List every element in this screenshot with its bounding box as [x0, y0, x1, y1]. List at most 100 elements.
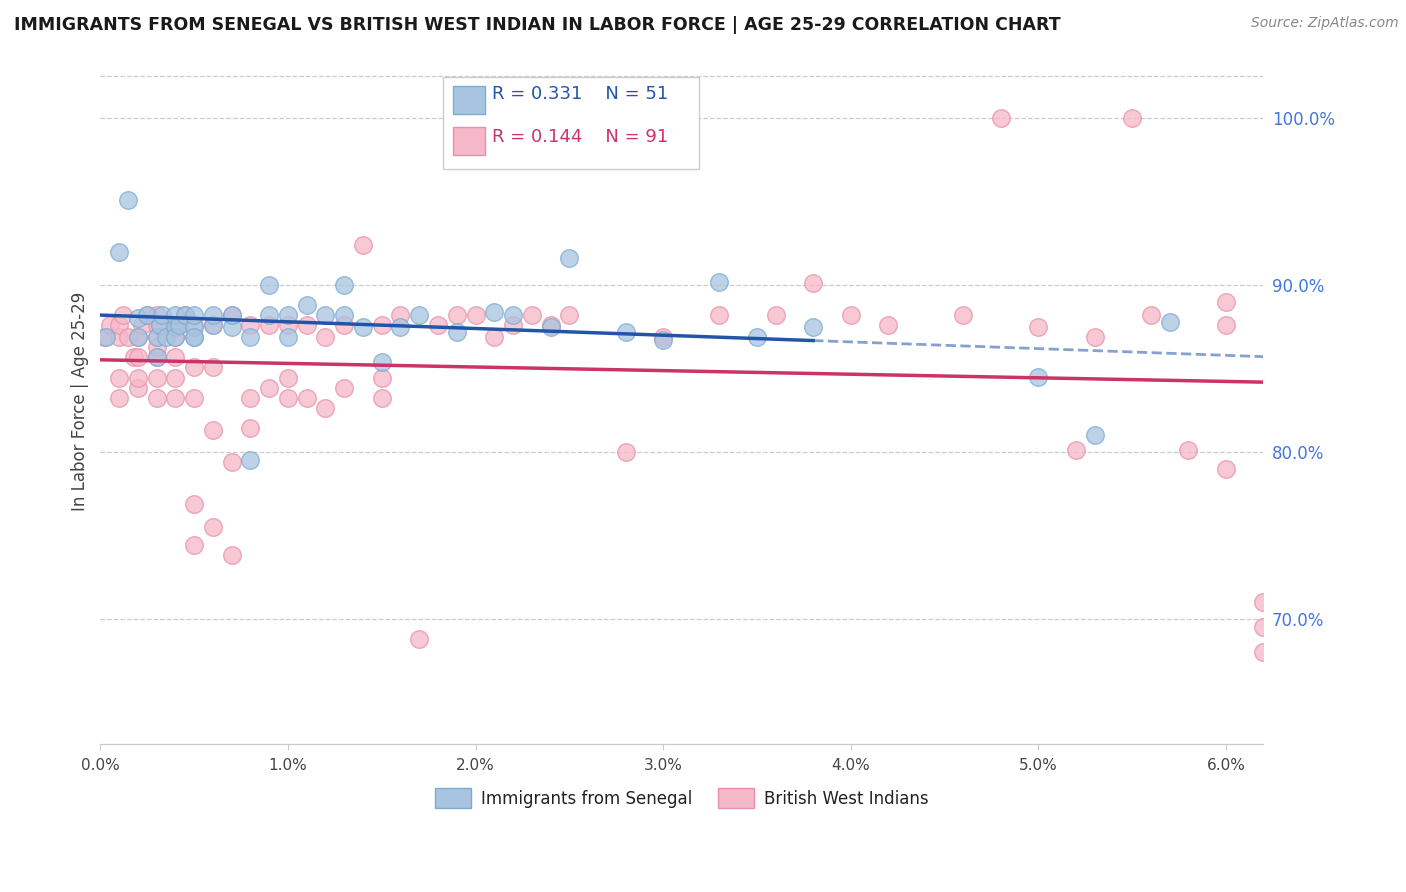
Point — [446, 325, 468, 339]
Point — [1064, 443, 1087, 458]
Point — [127, 381, 149, 395]
Point — [801, 319, 824, 334]
Point — [165, 392, 187, 406]
Point — [352, 319, 374, 334]
Legend: Immigrants from Senegal, British West Indians: Immigrants from Senegal, British West In… — [427, 781, 935, 814]
Point — [520, 308, 543, 322]
Point — [257, 308, 280, 322]
Point — [277, 308, 299, 322]
FancyBboxPatch shape — [453, 127, 485, 155]
Point — [1253, 595, 1275, 609]
Point — [127, 329, 149, 343]
Point — [502, 308, 524, 322]
Point — [952, 308, 974, 322]
Point — [314, 308, 336, 322]
Point — [314, 401, 336, 416]
Point — [145, 329, 167, 343]
Point — [371, 318, 394, 332]
Point — [221, 319, 243, 334]
Point — [145, 329, 167, 343]
Point — [108, 329, 131, 343]
Point — [1121, 111, 1143, 125]
Point — [239, 318, 262, 332]
Y-axis label: In Labor Force | Age 25-29: In Labor Force | Age 25-29 — [72, 292, 89, 511]
Point — [145, 318, 167, 332]
Point — [277, 318, 299, 332]
Point — [221, 308, 243, 322]
Point — [745, 329, 768, 343]
Point — [98, 318, 121, 332]
Point — [173, 308, 195, 322]
Text: R = 0.144    N = 91: R = 0.144 N = 91 — [492, 128, 669, 146]
Point — [127, 350, 149, 364]
Point — [877, 318, 900, 332]
Point — [652, 329, 675, 343]
Point — [277, 371, 299, 385]
Point — [201, 423, 224, 437]
Point — [408, 308, 430, 322]
Point — [165, 308, 187, 322]
Point — [117, 329, 139, 343]
Point — [201, 520, 224, 534]
Point — [614, 445, 637, 459]
Point — [558, 251, 581, 265]
Point — [1084, 329, 1107, 343]
Point — [990, 111, 1012, 125]
Point — [131, 318, 153, 332]
Point — [201, 359, 224, 374]
Point — [540, 318, 562, 332]
Point — [167, 318, 190, 332]
Point — [446, 308, 468, 322]
Point — [257, 277, 280, 292]
Point — [183, 497, 205, 511]
Point — [1159, 315, 1181, 329]
Point — [427, 318, 450, 332]
Point — [127, 329, 149, 343]
Point — [1215, 318, 1237, 332]
Point — [183, 329, 205, 343]
Point — [93, 329, 115, 343]
Point — [484, 329, 506, 343]
Point — [371, 392, 394, 406]
Point — [239, 453, 262, 467]
Point — [145, 308, 167, 322]
Point — [108, 318, 131, 332]
Point — [165, 329, 187, 343]
Text: IMMIGRANTS FROM SENEGAL VS BRITISH WEST INDIAN IN LABOR FORCE | AGE 25-29 CORREL: IMMIGRANTS FROM SENEGAL VS BRITISH WEST … — [14, 16, 1060, 34]
Point — [221, 455, 243, 469]
Point — [145, 340, 167, 354]
Point — [183, 329, 205, 343]
Point — [333, 308, 356, 322]
Point — [239, 329, 262, 343]
Point — [484, 304, 506, 318]
Point — [614, 325, 637, 339]
Point — [352, 238, 374, 252]
Point — [165, 319, 187, 334]
Point — [111, 308, 134, 322]
Point — [201, 318, 224, 332]
Point — [1177, 443, 1199, 458]
Point — [94, 329, 117, 343]
Point — [127, 311, 149, 326]
Point — [257, 381, 280, 395]
Point — [150, 308, 173, 322]
Point — [464, 308, 486, 322]
Point — [1084, 428, 1107, 442]
Point — [108, 371, 131, 385]
Point — [145, 350, 167, 364]
Point — [371, 354, 394, 368]
Point — [502, 318, 524, 332]
Point — [333, 277, 356, 292]
Point — [108, 392, 131, 406]
Point — [136, 308, 159, 322]
FancyBboxPatch shape — [453, 86, 485, 114]
Point — [165, 350, 187, 364]
Point — [201, 318, 224, 332]
Point — [183, 392, 205, 406]
Text: Source: ZipAtlas.com: Source: ZipAtlas.com — [1251, 16, 1399, 30]
Point — [1215, 461, 1237, 475]
Point — [295, 392, 318, 406]
Point — [277, 392, 299, 406]
Point — [652, 333, 675, 347]
Point — [709, 308, 731, 322]
